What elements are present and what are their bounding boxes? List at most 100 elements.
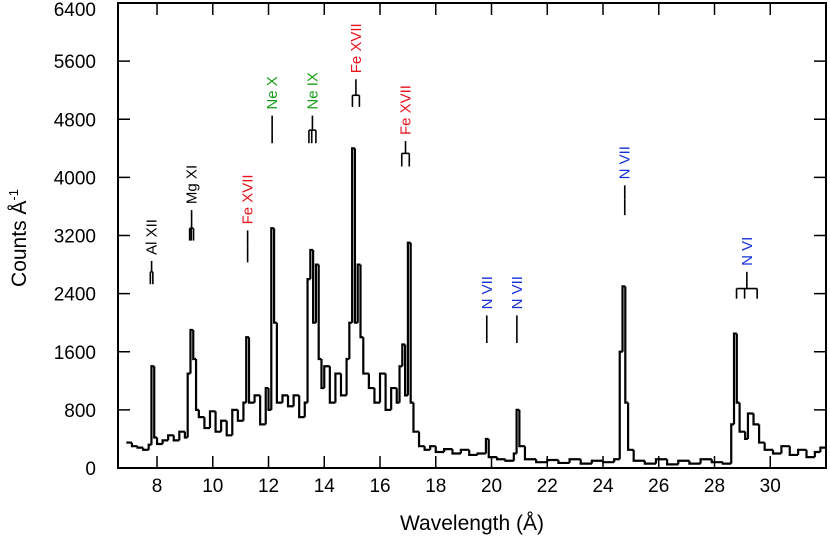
spectrum-bin [710,459,723,464]
spectrum-bin [272,228,277,324]
spectrum-bin [746,412,754,439]
spectrum-bin [194,359,199,411]
x-tick-label: 8 [152,476,163,497]
spectrum-bin [225,420,233,437]
spectrum-bin [624,286,629,404]
y-axis-label-superscript: -1 [6,189,21,201]
spectrum-bin [771,449,782,455]
spectrum-bin [618,350,623,460]
spectrum-bin [309,248,314,280]
spectrum-bin [264,386,269,425]
spectrum-bin [292,394,300,407]
spectrum-bin [468,449,478,457]
spectrum-bin [752,413,760,426]
spectrum-bin [303,401,308,418]
spectrum-bin [568,458,581,463]
y-tick-label: 0 [85,459,96,480]
y-tick-label: 800 [64,401,96,422]
spectrum-bin [253,394,261,403]
spectrum-bin [186,372,191,438]
y-tick-label: 3200 [54,227,96,248]
spectrum [126,147,826,466]
spectrum-bin [192,329,197,361]
y-tick-label: 1600 [54,343,96,364]
spectrum-bin [487,438,498,459]
spectrum-bin [512,452,517,461]
spectrum-bin [172,435,180,442]
spectrum-bin [167,434,174,441]
line-label: Fe XVII [240,174,257,224]
spectrum-bin [345,357,350,396]
spectrum-bin [677,459,690,465]
spectrum-bin [688,460,701,465]
x-tick-label: 16 [369,476,390,497]
x-tick-label: 24 [592,476,614,497]
spectrum-bin [699,458,712,464]
spectrum-bin [443,448,453,453]
line-label: Ne IX [304,72,321,110]
spectrum-bin [197,409,205,419]
spectrum-bin [744,431,748,441]
x-tick-label: 10 [202,476,223,497]
spectrum-bin [161,439,169,445]
line-label: N VII [479,276,496,309]
spectrum-bin [654,458,668,464]
spectrum-bin [721,462,732,465]
spectrum-bin [758,424,765,444]
y-tick-label: 6400 [54,0,96,21]
spectrum-bin [130,442,138,448]
spectrum-bin [546,458,559,463]
spectrum-bin [632,449,645,462]
spectrum-bin [155,437,163,446]
line-label: Al XII [144,219,161,255]
y-tick-label: 4000 [54,168,96,189]
spectrum-bin [141,447,149,451]
spectrum-bin [429,445,436,450]
y-tick-label: 4800 [54,110,96,131]
spectrum-bin [259,395,266,426]
spectrum-bin [390,386,397,410]
spectrum-bin [398,365,403,403]
spectrum-bin [451,449,461,455]
spectrum-bin [348,321,353,360]
spectrum-bin [298,395,305,419]
spectrum-bin [136,446,144,449]
spectrum-bin [780,445,790,454]
x-tick-label: 20 [481,476,502,497]
spectrum-bin [601,460,615,464]
spectrum-bin [178,430,185,441]
spectrum-bin [231,408,238,436]
spectrum-bin [328,366,336,404]
x-tick-label: 30 [760,476,781,497]
x-tick-label: 14 [314,476,336,497]
spectrum-bin [281,394,289,403]
spectrum-bin [286,395,294,408]
spectrum-bin [621,285,626,352]
line-label: Fe XVII [348,23,365,73]
spectrum-bin [735,333,740,404]
x-tick-label: 18 [425,476,446,497]
spectrum-bin [367,373,375,390]
spectrum-bin [805,449,815,459]
spectrum-bin [763,442,774,451]
spectrum-bin [404,344,408,397]
spectrum-bin [423,446,431,451]
spectrum-bin [373,388,381,404]
spectrum-bin [317,264,322,361]
spectrum-bin [797,448,807,455]
spectrum-bin [613,458,620,463]
spectrum-bin [236,409,244,422]
spectrum-bin [476,452,486,455]
spectrum-bin [147,443,152,450]
y-axis-label-main: Counts Å [8,201,31,287]
line-label: N VII [509,276,526,309]
spectrum-bin [306,277,311,403]
spectrum-bin [270,227,275,410]
spectrum-bin [412,402,420,433]
y-axis-label: Counts Å-1 [6,189,31,287]
spectrum-bin [247,337,255,404]
spectrum-bin [203,417,210,430]
x-axis-label: Wavelength (Å) [400,512,544,535]
line-label: N VII [617,146,634,179]
spectrum-bin [417,431,425,448]
